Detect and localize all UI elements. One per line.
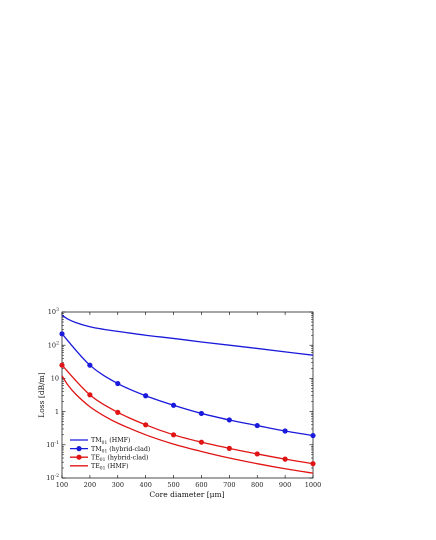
data-point (170, 402, 177, 408)
y-tick-label: 102 (48, 340, 59, 349)
legend-item: TE01 (HMF) (70, 463, 129, 472)
x-tick-label: 300 (112, 481, 124, 489)
y-tick-exponent: -2 (55, 473, 60, 479)
series-line (61, 375, 314, 474)
data-point (226, 417, 232, 423)
y-tick-label: 10 (51, 375, 59, 383)
data-point (143, 393, 149, 399)
x-tick-label: 100 (56, 481, 68, 489)
data-point (198, 439, 205, 445)
legend-swatch-marker (76, 454, 82, 460)
x-axis-label: Core diameter [μm] (149, 490, 224, 499)
legend-label-sub: 01 (100, 467, 106, 472)
data-point (254, 451, 260, 457)
data-point (282, 428, 288, 434)
y-tick-base: 10 (51, 375, 59, 383)
legend-item: TM01 (HMF) (70, 437, 130, 446)
legend-label: TE01 (hybrid-clad) (91, 454, 148, 463)
series-line (61, 333, 314, 437)
series-group (61, 314, 314, 356)
data-point (170, 432, 177, 438)
legend-label-sub: 01 (102, 449, 108, 454)
y-tick-base: 10 (46, 441, 54, 449)
data-point (310, 432, 316, 439)
legend-label-main: TE (91, 463, 100, 470)
legend-label-main: TM (91, 437, 102, 444)
legend-label-sub: 01 (102, 441, 108, 446)
data-point (282, 456, 288, 462)
x-tick-label: 800 (251, 481, 263, 489)
x-axis-ticks: 100 200 300 400 500 600 700 800 900 1000 (56, 312, 321, 489)
legend-item: TM01 (hybrid-clad) (70, 446, 150, 455)
legend-item: TE01 (hybrid-clad) (70, 454, 148, 463)
series-group (61, 375, 314, 474)
data-point (226, 445, 232, 451)
y-tick-label: 10-1 (46, 440, 59, 449)
data-point (115, 409, 121, 415)
data-point (59, 362, 65, 368)
legend-label: TM01 (hybrid-clad) (91, 446, 150, 455)
series-group (59, 362, 316, 467)
data-point (198, 410, 205, 417)
x-tick-label: 1000 (305, 481, 322, 489)
y-tick-base: 10 (46, 474, 54, 482)
x-tick-label: 500 (167, 481, 179, 489)
series-line (61, 314, 314, 356)
legend-label: TE01 (HMF) (91, 463, 129, 472)
legend-label: TM01 (HMF) (91, 437, 130, 446)
legend-label-rest: (HMF) (105, 463, 128, 470)
data-point (310, 461, 316, 467)
data-point (254, 422, 260, 429)
data-point (115, 380, 121, 387)
y-tick-base: 10 (48, 341, 56, 349)
x-tick-label: 400 (139, 481, 151, 489)
y-tick-label: 10-2 (46, 473, 59, 482)
data-point (59, 331, 65, 337)
y-tick-exponent: 3 (56, 307, 59, 313)
y-tick-exponent: -1 (55, 440, 60, 446)
series-layer (59, 314, 316, 474)
y-tick-base: 10 (48, 308, 56, 316)
legend: TM01 (HMF)TM01 (hybrid-clad)TE01 (hybrid… (70, 437, 150, 472)
x-tick-label: 600 (195, 481, 207, 489)
series-group (59, 331, 316, 439)
y-tick-label: 103 (48, 307, 59, 316)
data-point (143, 422, 149, 428)
legend-swatch-marker (76, 446, 82, 452)
x-tick-label: 900 (279, 481, 291, 489)
legend-label-sub: 01 (100, 458, 106, 463)
x-tick-label: 700 (223, 481, 235, 489)
legend-label-rest: (HMF) (107, 437, 130, 444)
x-tick-label: 200 (84, 481, 96, 489)
y-tick-label: 1 (55, 408, 59, 416)
data-point (87, 392, 93, 398)
legend-label-rest: (hybrid-clad) (107, 446, 150, 453)
series-line (61, 364, 314, 465)
y-axis-label: Loss [dB/m] (37, 372, 46, 417)
plot-frame (61, 311, 314, 479)
legend-label-rest: (hybrid-clad) (105, 454, 148, 461)
legend-label-main: TE (91, 454, 100, 461)
y-tick-base: 1 (55, 408, 59, 416)
legend-label-main: TM (91, 446, 102, 453)
data-point (87, 362, 93, 368)
y-tick-exponent: 2 (56, 340, 59, 346)
